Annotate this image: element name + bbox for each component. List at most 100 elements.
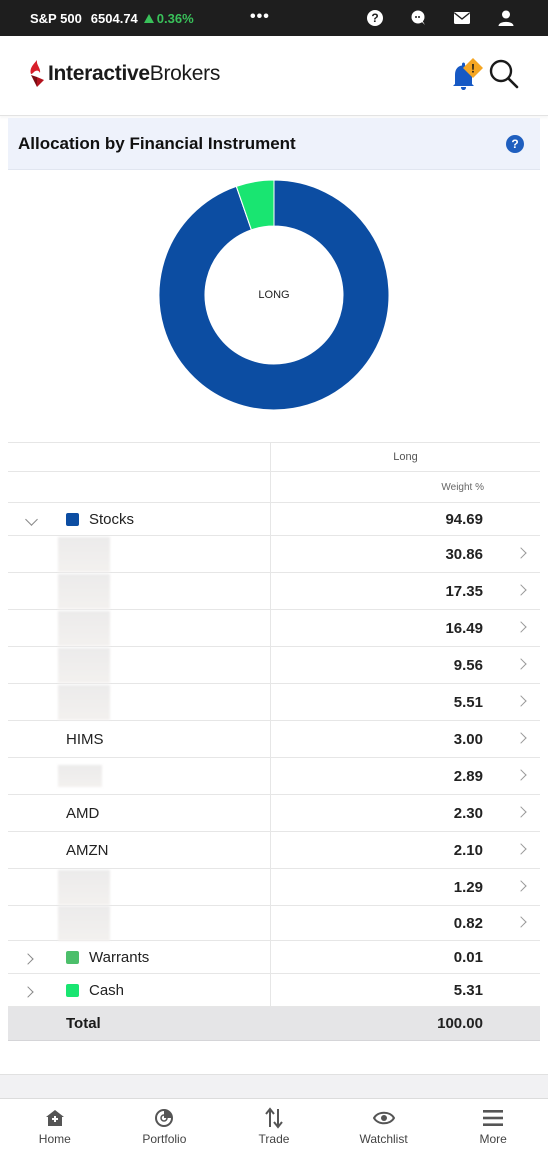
category-cell-cash: Cash <box>8 974 271 1006</box>
weight-value: 0.82 <box>453 914 483 932</box>
value-cell: 30.86 <box>271 536 540 572</box>
redacted-ticker <box>58 647 110 683</box>
table-row[interactable]: 2.89 <box>8 758 540 795</box>
ticker-label: HIMS <box>66 730 104 748</box>
ticker-cell <box>8 610 271 646</box>
chevron-right-icon[interactable] <box>515 843 527 855</box>
weight-value: 9.56 <box>453 656 483 674</box>
ticker-cell <box>8 684 271 720</box>
category-row-stocks[interactable]: Stocks 94.69 <box>8 503 540 536</box>
value-cell: 2.89 <box>271 758 540 794</box>
weight-value: 3.00 <box>453 730 483 748</box>
index-change: 0.36% <box>143 11 194 26</box>
table-row[interactable]: 16.49 <box>8 610 540 647</box>
panel-help-icon[interactable]: ? <box>506 135 524 153</box>
value-cell: 2.30 <box>271 795 540 831</box>
table-row[interactable]: 17.35 <box>8 573 540 610</box>
chevron-right-icon[interactable] <box>515 880 527 892</box>
redacted-ticker <box>58 869 110 905</box>
total-label: Total <box>66 1015 101 1032</box>
ticker-cell: AMZN <box>8 832 271 868</box>
chevron-right-icon[interactable] <box>515 916 527 928</box>
donut-svg <box>158 179 390 411</box>
chevron-down-icon[interactable] <box>25 513 38 526</box>
table-row[interactable]: 1.29 <box>8 869 540 906</box>
category-row-cash[interactable]: Cash 5.31 <box>8 974 540 1007</box>
weight-value: 16.49 <box>445 619 483 637</box>
ticker-cell <box>8 758 271 794</box>
donut-slice-cash[interactable] <box>235 179 275 231</box>
stocks-color-swatch <box>66 512 79 526</box>
table-row[interactable]: 5.51 <box>8 684 540 721</box>
warrants-color-swatch <box>66 950 79 964</box>
chevron-right-icon[interactable] <box>515 547 527 559</box>
table-row[interactable]: HIMS 3.00 <box>8 721 540 758</box>
more-dots-button[interactable]: ••• <box>250 8 270 25</box>
donut-center-label: LONG <box>258 289 290 301</box>
redacted-ticker <box>58 610 110 646</box>
ticker-label: AMZN <box>66 841 109 859</box>
category-label-warrants: Warrants <box>89 948 150 966</box>
redacted-ticker <box>58 573 110 609</box>
logo-regular-text: Brokers <box>149 62 221 85</box>
weight-value: 30.86 <box>445 545 483 563</box>
allocation-donut-chart: LONG <box>158 179 390 411</box>
tab-portfolio[interactable]: Portfolio <box>110 1099 220 1150</box>
home-icon <box>44 1107 66 1129</box>
category-value-stocks: 94.69 <box>445 510 483 528</box>
table-subheader-row: Weight % <box>8 472 540 503</box>
table-row[interactable]: 30.86 <box>8 536 540 573</box>
tab-trade[interactable]: Trade <box>219 1099 329 1150</box>
chat-icon[interactable] <box>409 8 429 28</box>
category-row-warrants[interactable]: Warrants 0.01 <box>8 941 540 974</box>
donut-slice-stocks[interactable] <box>158 179 390 411</box>
category-label-cash: Cash <box>89 981 125 999</box>
tab-more[interactable]: More <box>438 1099 548 1150</box>
brand-logo[interactable]: InteractiveBrokers <box>28 60 220 88</box>
value-cell: 5.31 <box>271 974 540 1006</box>
search-button[interactable] <box>488 58 522 92</box>
ticker-cell <box>8 647 271 683</box>
chevron-right-icon[interactable] <box>515 806 527 818</box>
chevron-right-icon[interactable] <box>515 658 527 670</box>
tab-label-home: Home <box>38 1132 71 1146</box>
chevron-right-icon[interactable] <box>515 769 527 781</box>
table-header-row: Long <box>8 442 540 472</box>
chevron-right-icon[interactable] <box>22 953 34 965</box>
ticker-cell: AMD <box>8 795 271 831</box>
notifications-button[interactable]: ! <box>447 58 483 92</box>
account-icon[interactable] <box>496 8 516 28</box>
weight-value: 2.10 <box>453 841 483 859</box>
weight-value: 5.51 <box>453 693 483 711</box>
svg-text:?: ? <box>371 11 378 25</box>
chevron-right-icon[interactable] <box>22 986 34 998</box>
table-row[interactable]: 9.56 <box>8 647 540 684</box>
value-cell: 9.56 <box>271 647 540 683</box>
chevron-right-icon[interactable] <box>515 732 527 744</box>
help-icon[interactable]: ? <box>365 8 385 28</box>
weight-value: 2.89 <box>453 767 483 785</box>
value-cell: 2.10 <box>271 832 540 868</box>
index-name[interactable]: S&P 500 <box>30 10 82 26</box>
category-value-cash: 5.31 <box>453 981 483 999</box>
table-row[interactable]: AMD 2.30 <box>8 795 540 832</box>
index-value[interactable]: 6504.74 <box>90 10 138 26</box>
tab-home[interactable]: Home <box>0 1099 110 1150</box>
tab-label-watchlist: Watchlist <box>359 1132 408 1146</box>
subheader-empty-cell <box>8 472 271 502</box>
value-cell: 94.69 <box>271 503 540 535</box>
table-row[interactable]: AMZN 2.10 <box>8 832 540 869</box>
column-header-long[interactable]: Long <box>393 451 418 463</box>
chevron-right-icon[interactable] <box>515 621 527 633</box>
chevron-right-icon[interactable] <box>515 695 527 707</box>
tab-label-portfolio: Portfolio <box>142 1132 187 1146</box>
column-subheader-weight[interactable]: Weight % <box>441 481 484 493</box>
mail-icon[interactable] <box>452 8 472 28</box>
tab-watchlist[interactable]: Watchlist <box>329 1099 439 1150</box>
chevron-right-icon[interactable] <box>515 584 527 596</box>
value-cell: 0.01 <box>271 941 540 973</box>
tab-label-more: More <box>479 1132 507 1146</box>
panel-title: Allocation by Financial Instrument <box>18 133 296 153</box>
table-row[interactable]: 0.82 <box>8 905 540 941</box>
bell-icon: ! <box>453 58 483 90</box>
